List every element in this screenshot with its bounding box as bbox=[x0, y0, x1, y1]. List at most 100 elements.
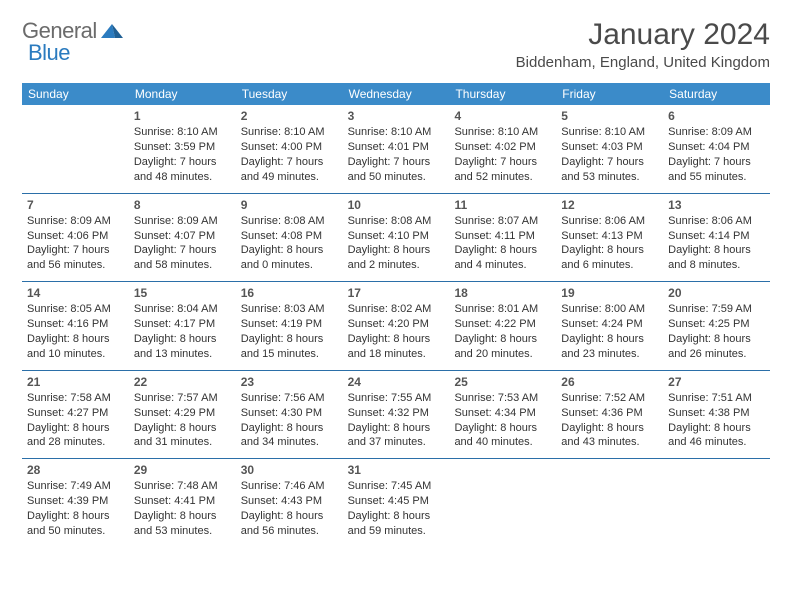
sunset-text: Sunset: 4:13 PM bbox=[561, 229, 658, 244]
day-number: 30 bbox=[241, 462, 338, 478]
day-cell: 13Sunrise: 8:06 AMSunset: 4:14 PMDayligh… bbox=[663, 194, 770, 282]
sunrise-text: Sunrise: 8:08 AM bbox=[348, 214, 445, 229]
day-number: 10 bbox=[348, 197, 445, 213]
day-number: 8 bbox=[134, 197, 231, 213]
sunrise-text: Sunrise: 7:55 AM bbox=[348, 391, 445, 406]
sunset-text: Sunset: 4:20 PM bbox=[348, 317, 445, 332]
day-number: 15 bbox=[134, 285, 231, 301]
day-cell: 9Sunrise: 8:08 AMSunset: 4:08 PMDaylight… bbox=[236, 194, 343, 282]
day-cell: 21Sunrise: 7:58 AMSunset: 4:27 PMDayligh… bbox=[22, 371, 129, 459]
daylight-text: Daylight: 8 hours and 50 minutes. bbox=[27, 509, 124, 539]
daylight-text: Daylight: 8 hours and 56 minutes. bbox=[241, 509, 338, 539]
sunrise-text: Sunrise: 8:10 AM bbox=[454, 125, 551, 140]
day-cell: 26Sunrise: 7:52 AMSunset: 4:36 PMDayligh… bbox=[556, 371, 663, 459]
daylight-text: Daylight: 8 hours and 13 minutes. bbox=[134, 332, 231, 362]
day-number: 24 bbox=[348, 374, 445, 390]
week-row: 1Sunrise: 8:10 AMSunset: 3:59 PMDaylight… bbox=[22, 105, 770, 194]
day-cell bbox=[556, 459, 663, 547]
day-cell: 12Sunrise: 8:06 AMSunset: 4:13 PMDayligh… bbox=[556, 194, 663, 282]
daylight-text: Daylight: 7 hours and 48 minutes. bbox=[134, 155, 231, 185]
sunset-text: Sunset: 4:41 PM bbox=[134, 494, 231, 509]
sunset-text: Sunset: 4:08 PM bbox=[241, 229, 338, 244]
day-number: 11 bbox=[454, 197, 551, 213]
sunset-text: Sunset: 4:06 PM bbox=[27, 229, 124, 244]
daylight-text: Daylight: 8 hours and 2 minutes. bbox=[348, 243, 445, 273]
day-cell: 24Sunrise: 7:55 AMSunset: 4:32 PMDayligh… bbox=[343, 371, 450, 459]
day-header-friday: Friday bbox=[556, 83, 663, 105]
sunrise-text: Sunrise: 8:06 AM bbox=[561, 214, 658, 229]
day-number: 19 bbox=[561, 285, 658, 301]
day-header-monday: Monday bbox=[129, 83, 236, 105]
day-number: 9 bbox=[241, 197, 338, 213]
sunset-text: Sunset: 4:25 PM bbox=[668, 317, 765, 332]
sunrise-text: Sunrise: 8:10 AM bbox=[561, 125, 658, 140]
sunset-text: Sunset: 4:01 PM bbox=[348, 140, 445, 155]
day-cell: 16Sunrise: 8:03 AMSunset: 4:19 PMDayligh… bbox=[236, 282, 343, 370]
sunset-text: Sunset: 4:02 PM bbox=[454, 140, 551, 155]
sunrise-text: Sunrise: 7:53 AM bbox=[454, 391, 551, 406]
day-cell: 29Sunrise: 7:48 AMSunset: 4:41 PMDayligh… bbox=[129, 459, 236, 547]
sunrise-text: Sunrise: 7:56 AM bbox=[241, 391, 338, 406]
sunrise-text: Sunrise: 7:45 AM bbox=[348, 479, 445, 494]
sunset-text: Sunset: 4:22 PM bbox=[454, 317, 551, 332]
daylight-text: Daylight: 8 hours and 26 minutes. bbox=[668, 332, 765, 362]
logo-blue-wrap: Blue bbox=[28, 40, 70, 66]
day-header-wednesday: Wednesday bbox=[343, 83, 450, 105]
sunrise-text: Sunrise: 8:00 AM bbox=[561, 302, 658, 317]
day-cell bbox=[22, 105, 129, 193]
day-cell: 2Sunrise: 8:10 AMSunset: 4:00 PMDaylight… bbox=[236, 105, 343, 193]
sunrise-text: Sunrise: 8:09 AM bbox=[134, 214, 231, 229]
title-block: January 2024 Biddenham, England, United … bbox=[516, 18, 770, 71]
sunrise-text: Sunrise: 7:46 AM bbox=[241, 479, 338, 494]
day-number: 2 bbox=[241, 108, 338, 124]
day-cell: 15Sunrise: 8:04 AMSunset: 4:17 PMDayligh… bbox=[129, 282, 236, 370]
daylight-text: Daylight: 7 hours and 52 minutes. bbox=[454, 155, 551, 185]
sunset-text: Sunset: 4:03 PM bbox=[561, 140, 658, 155]
sunrise-text: Sunrise: 8:04 AM bbox=[134, 302, 231, 317]
daylight-text: Daylight: 7 hours and 56 minutes. bbox=[27, 243, 124, 273]
day-cell: 27Sunrise: 7:51 AMSunset: 4:38 PMDayligh… bbox=[663, 371, 770, 459]
sunrise-text: Sunrise: 7:48 AM bbox=[134, 479, 231, 494]
day-cell: 10Sunrise: 8:08 AMSunset: 4:10 PMDayligh… bbox=[343, 194, 450, 282]
daylight-text: Daylight: 8 hours and 59 minutes. bbox=[348, 509, 445, 539]
sunset-text: Sunset: 4:07 PM bbox=[134, 229, 231, 244]
sunset-text: Sunset: 4:30 PM bbox=[241, 406, 338, 421]
day-header-tuesday: Tuesday bbox=[236, 83, 343, 105]
daylight-text: Daylight: 8 hours and 20 minutes. bbox=[454, 332, 551, 362]
day-number: 26 bbox=[561, 374, 658, 390]
sunrise-text: Sunrise: 8:09 AM bbox=[668, 125, 765, 140]
sunrise-text: Sunrise: 7:51 AM bbox=[668, 391, 765, 406]
sunset-text: Sunset: 4:19 PM bbox=[241, 317, 338, 332]
day-cell: 25Sunrise: 7:53 AMSunset: 4:34 PMDayligh… bbox=[449, 371, 556, 459]
day-number: 21 bbox=[27, 374, 124, 390]
daylight-text: Daylight: 7 hours and 49 minutes. bbox=[241, 155, 338, 185]
day-cell bbox=[449, 459, 556, 547]
day-header-sunday: Sunday bbox=[22, 83, 129, 105]
sunset-text: Sunset: 4:34 PM bbox=[454, 406, 551, 421]
day-cell: 28Sunrise: 7:49 AMSunset: 4:39 PMDayligh… bbox=[22, 459, 129, 547]
day-header-thursday: Thursday bbox=[449, 83, 556, 105]
day-cell: 18Sunrise: 8:01 AMSunset: 4:22 PMDayligh… bbox=[449, 282, 556, 370]
day-cell: 1Sunrise: 8:10 AMSunset: 3:59 PMDaylight… bbox=[129, 105, 236, 193]
sunset-text: Sunset: 4:29 PM bbox=[134, 406, 231, 421]
day-number: 7 bbox=[27, 197, 124, 213]
day-cell: 19Sunrise: 8:00 AMSunset: 4:24 PMDayligh… bbox=[556, 282, 663, 370]
sunrise-text: Sunrise: 8:05 AM bbox=[27, 302, 124, 317]
daylight-text: Daylight: 8 hours and 4 minutes. bbox=[454, 243, 551, 273]
weeks-container: 1Sunrise: 8:10 AMSunset: 3:59 PMDaylight… bbox=[22, 105, 770, 547]
day-number: 20 bbox=[668, 285, 765, 301]
sunset-text: Sunset: 4:24 PM bbox=[561, 317, 658, 332]
daylight-text: Daylight: 8 hours and 34 minutes. bbox=[241, 421, 338, 451]
location: Biddenham, England, United Kingdom bbox=[516, 54, 770, 71]
day-number: 28 bbox=[27, 462, 124, 478]
sunrise-text: Sunrise: 8:03 AM bbox=[241, 302, 338, 317]
sunset-text: Sunset: 3:59 PM bbox=[134, 140, 231, 155]
sunset-text: Sunset: 4:45 PM bbox=[348, 494, 445, 509]
daylight-text: Daylight: 8 hours and 18 minutes. bbox=[348, 332, 445, 362]
sunrise-text: Sunrise: 8:10 AM bbox=[241, 125, 338, 140]
daylight-text: Daylight: 8 hours and 23 minutes. bbox=[561, 332, 658, 362]
day-number: 1 bbox=[134, 108, 231, 124]
sunset-text: Sunset: 4:00 PM bbox=[241, 140, 338, 155]
sunrise-text: Sunrise: 8:02 AM bbox=[348, 302, 445, 317]
sunrise-text: Sunrise: 7:58 AM bbox=[27, 391, 124, 406]
